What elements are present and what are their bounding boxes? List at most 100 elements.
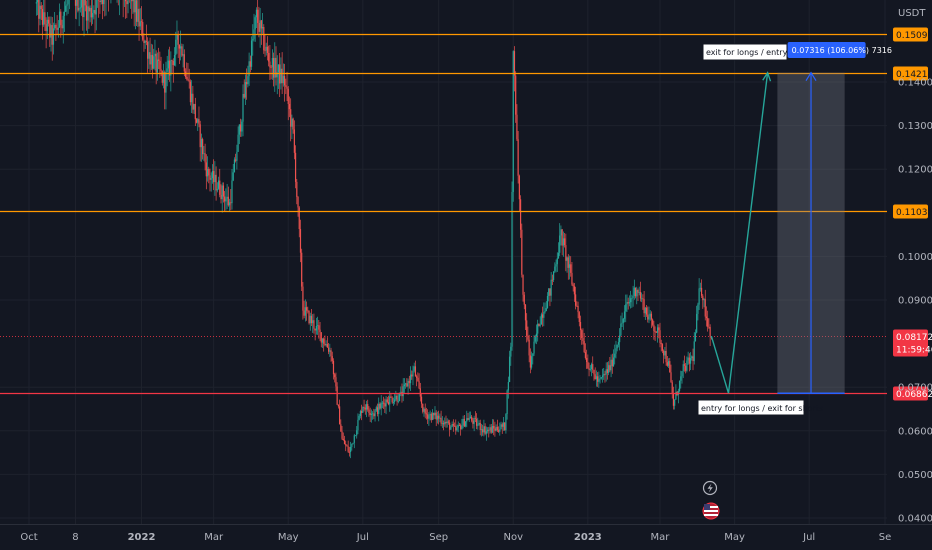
candle-body (609, 365, 611, 371)
candle-body (74, 0, 77, 6)
candle-body (246, 82, 248, 85)
candle-body (186, 77, 188, 79)
candle-body (515, 75, 517, 115)
candle-body (209, 175, 211, 180)
candle-body (313, 320, 315, 329)
annotations[interactable]: exit for longs / entry for entry for long… (697, 42, 892, 416)
level-badge[interactable] (893, 66, 928, 81)
candle-body (260, 20, 262, 29)
candle-body (153, 56, 155, 69)
candle-body (456, 427, 458, 431)
candle-body (296, 181, 298, 197)
level-lines[interactable]: 0.15091 0.14214 0.11032 0.06862 0.08172 11:59… (0, 27, 932, 401)
projection-line[interactable] (710, 72, 769, 394)
candle-body (709, 327, 711, 337)
current-price-label: 0.08172 (896, 333, 932, 343)
candle-body (473, 417, 475, 424)
candle-body (543, 312, 545, 318)
candle-body (517, 139, 519, 176)
candle-body (658, 327, 660, 331)
candle-body (623, 311, 626, 319)
candle-body (475, 418, 478, 426)
candle-body (538, 323, 540, 326)
candle-body (439, 417, 441, 419)
x-tick-label: Se (879, 532, 892, 543)
candle-body (549, 288, 551, 296)
candle-body (699, 287, 701, 289)
candle-body (499, 429, 501, 432)
x-tick-label: Jul (356, 532, 369, 543)
price-axis-panel[interactable] (887, 0, 932, 524)
level-badge-label: 0.14214 (896, 70, 932, 80)
candle-body (671, 382, 673, 394)
candle-body (661, 344, 664, 351)
candle-body (158, 59, 160, 61)
candle-body (99, 0, 101, 3)
candle-body (328, 347, 330, 352)
level-badge[interactable] (893, 386, 928, 401)
candle-body (379, 403, 381, 409)
candle-body (599, 378, 601, 380)
y-tick-label: 0.14000 (898, 78, 932, 89)
us-flag-icon[interactable] (702, 502, 720, 520)
candle-body (425, 413, 428, 415)
candle-body (705, 316, 708, 319)
candle-body (43, 12, 45, 25)
candle-body (259, 20, 261, 32)
candle-body (47, 19, 50, 24)
currency-label: USDT (898, 8, 926, 19)
candle-body (41, 9, 44, 25)
candle-body (508, 356, 511, 383)
level-badge-label: 0.06862 (896, 390, 932, 400)
x-tick-label: Oct (20, 532, 37, 543)
candle-body (182, 54, 184, 56)
candle-body (395, 395, 397, 400)
candle-body (241, 121, 243, 132)
candle-body (288, 103, 291, 110)
candle-body (380, 402, 382, 409)
candle-body (147, 41, 149, 59)
candle-body (534, 336, 536, 342)
candle-body (166, 68, 168, 72)
candle-body (202, 139, 204, 155)
projection-path[interactable] (710, 71, 772, 394)
candle-body (674, 399, 676, 406)
candle-body (521, 229, 523, 275)
candle-body (164, 72, 166, 93)
candle-body (35, 2, 37, 4)
candle-body (405, 383, 407, 385)
measure-label-box[interactable] (787, 42, 866, 58)
candle-body (631, 297, 633, 299)
current-price-badge[interactable] (893, 329, 928, 357)
candle-body (233, 159, 236, 173)
candle-body (642, 298, 644, 300)
candle-body (155, 53, 157, 73)
candle-body (486, 429, 489, 432)
candle-body (62, 15, 64, 29)
candle-body (663, 350, 665, 356)
candle-body (510, 346, 512, 357)
candle-body (374, 410, 376, 417)
candle-body (254, 17, 256, 30)
candle-body (598, 379, 600, 382)
measure-tool[interactable] (777, 71, 845, 394)
candle-body (472, 420, 474, 424)
level-badge[interactable] (893, 204, 928, 219)
level-badge[interactable] (893, 27, 928, 42)
lightning-icon[interactable] (702, 480, 718, 496)
candle-body (133, 0, 135, 13)
candle-body (56, 28, 58, 30)
candle-body (562, 238, 564, 246)
candle-body (61, 25, 63, 29)
candle-body (528, 339, 530, 356)
candle-body (696, 313, 698, 333)
annotation-box[interactable] (697, 399, 805, 416)
candle-body (219, 180, 221, 195)
time-axis[interactable]: Oct 8 2022 Mar May Jul Sep Nov 2023 Mar May Jul Se (20, 532, 891, 543)
candle-body (685, 365, 687, 371)
annotation-box[interactable] (702, 43, 788, 61)
candle-body (346, 445, 348, 447)
candle-body (545, 308, 547, 312)
